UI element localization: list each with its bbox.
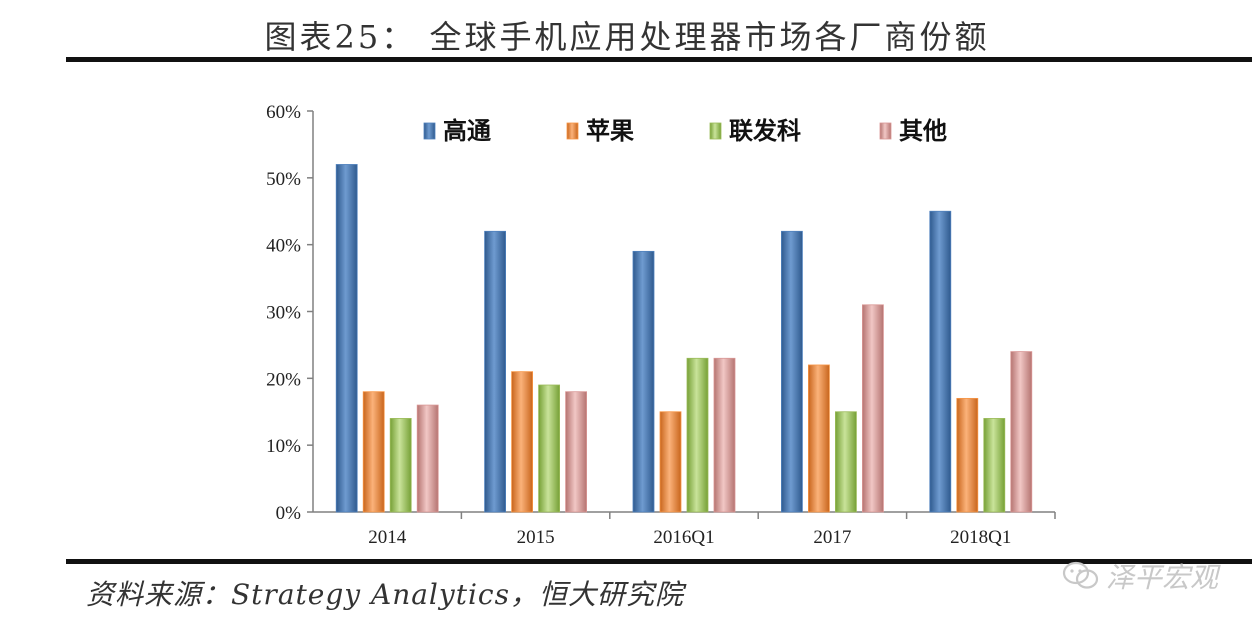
bar	[983, 418, 1006, 513]
bar-chart: 0% 10% 20% 30% 40% 50% 60% 2014 2015 2016Q1 2017 20…	[266, 102, 1056, 548]
legend-swatch	[879, 122, 892, 140]
y-tick-label: 50%	[266, 169, 301, 190]
bar	[389, 418, 412, 513]
chart-title: 图表25： 全球手机应用处理器市场各厂商份额	[264, 18, 990, 56]
bar	[929, 210, 952, 513]
x-tick-label: 2017	[813, 527, 851, 548]
x-tick-label: 2015	[517, 527, 555, 548]
x-tick-label: 2018Q1	[950, 527, 1011, 548]
bar	[416, 404, 439, 513]
bar	[686, 357, 709, 513]
bars	[335, 164, 1033, 513]
x-tick-label: 2014	[368, 527, 407, 548]
bar	[538, 384, 560, 513]
legend-swatch	[566, 122, 579, 140]
bar	[862, 304, 884, 513]
y-tick-label: 60%	[266, 102, 301, 123]
watermark-text: 泽平宏观	[1106, 561, 1219, 594]
legend-swatch	[423, 122, 436, 140]
legend: 高通 苹果 联发科 其他	[423, 117, 947, 145]
legend-label: 高通	[443, 117, 491, 145]
y-tick-label: 10%	[266, 436, 301, 457]
bar	[511, 371, 534, 513]
bar	[1010, 351, 1033, 513]
x-tick-label: 2016Q1	[653, 527, 714, 548]
legend-swatch	[709, 122, 722, 140]
legend-label: 其他	[899, 117, 947, 145]
y-tick-label: 20%	[266, 369, 301, 390]
bar	[781, 230, 803, 513]
bar	[713, 357, 736, 513]
watermark: 泽平宏观	[1062, 556, 1218, 596]
top-rule	[66, 57, 1252, 62]
bar	[565, 391, 587, 513]
bar	[632, 250, 655, 513]
bar	[808, 364, 830, 513]
bar	[484, 230, 507, 513]
bottom-rule	[66, 559, 1252, 564]
bar	[335, 164, 358, 513]
bar	[835, 411, 857, 513]
bar	[362, 391, 385, 513]
bar	[659, 411, 682, 513]
y-tick-label: 0%	[276, 503, 302, 524]
y-tick-label: 30%	[266, 303, 301, 324]
source-note: 资料来源：Strategy Analytics，恒大研究院	[86, 578, 684, 611]
y-tick-label: 40%	[266, 236, 301, 257]
legend-label: 苹果	[586, 117, 634, 145]
legend-label: 联发科	[729, 117, 801, 145]
bar	[956, 397, 979, 513]
wechat-icon	[1062, 561, 1099, 589]
